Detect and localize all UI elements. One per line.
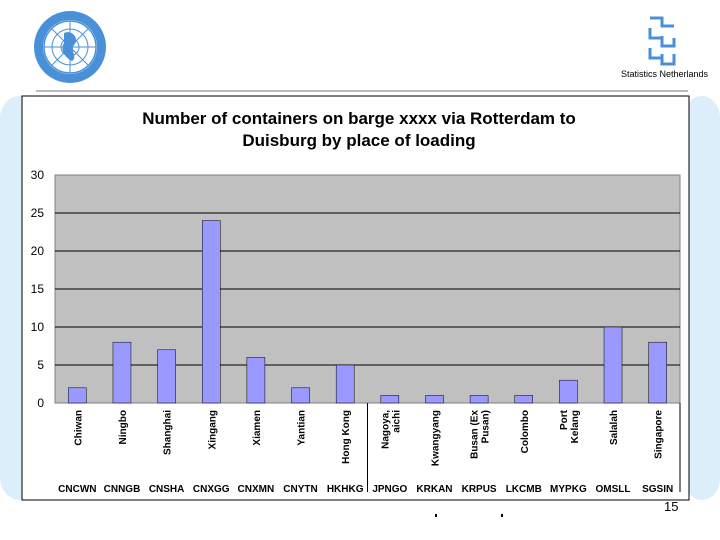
category-label: Chiwan (73, 410, 84, 446)
un-emblem-icon (34, 11, 106, 83)
cbs-logo-icon (648, 16, 676, 66)
category-label: Yantian (297, 410, 308, 446)
location-code: SGSIN (642, 484, 673, 495)
bar (335, 364, 355, 404)
location-code: OMSLL (596, 484, 631, 495)
category-label: Xingang (207, 410, 218, 449)
location-code: KRPUS (462, 484, 497, 495)
category-label-line: Nagoya, (380, 410, 391, 449)
category-label: Busan (Ex Pusan) (470, 410, 492, 459)
page-number: 15 (664, 499, 679, 514)
y-axis: 0 5 10 15 20 25 30 (31, 168, 45, 410)
category-label-line: Port (559, 409, 570, 430)
bar (425, 395, 444, 404)
location-code: MYPKG (550, 484, 587, 495)
y-tick-label: 25 (31, 206, 45, 220)
category-label: Hong Kong (341, 410, 352, 464)
category-label: Kwangyang (430, 410, 441, 466)
location-code: CNXMN (238, 484, 275, 495)
category-label: Nagoya, aichi (380, 410, 402, 449)
location-code: KRKAN (416, 484, 452, 495)
category-label-line: Colombo (520, 410, 531, 453)
y-tick-label: 20 (31, 244, 45, 258)
bar (469, 395, 489, 404)
category-label-line: Ningbo (118, 410, 129, 444)
category-label-line: Shanghai (163, 410, 174, 455)
category-label-line: Xiamen (252, 410, 263, 446)
bar (559, 379, 578, 404)
category-label: Singapore (654, 410, 665, 459)
category-label-line: Kwangyang (430, 410, 441, 466)
category-label: Port Kelang (559, 409, 581, 443)
bar (246, 357, 266, 404)
bar (514, 395, 533, 404)
y-tick-label: 15 (31, 282, 45, 296)
location-code: CNNGB (104, 484, 141, 495)
y-tick-label: 5 (37, 358, 44, 372)
category-label-line: Singapore (654, 410, 665, 459)
category-label: Colombo (520, 410, 531, 453)
y-tick-label: 30 (31, 168, 45, 182)
category-label-line: Hong Kong (341, 410, 352, 464)
y-tick-label: 10 (31, 320, 45, 334)
location-code: CNYTN (283, 484, 317, 495)
bar (380, 395, 400, 404)
location-code: CNSHA (149, 484, 185, 495)
right-side-panel (684, 96, 720, 500)
location-code: CNXGG (193, 484, 230, 495)
category-label: Shanghai (163, 410, 174, 455)
organization-name: Statistics Netherlands (620, 69, 708, 79)
location-code: LKCMB (506, 484, 542, 495)
y-tick-label: 0 (37, 396, 44, 410)
category-label-line: Pusan) (481, 410, 492, 443)
category-label-line: Chiwan (73, 410, 84, 446)
category-label-line: Kelang (570, 410, 581, 443)
bar (648, 341, 667, 404)
bar (112, 341, 132, 404)
category-label: Xiamen (252, 410, 263, 446)
location-code: HKHKG (327, 484, 364, 495)
x-axis-categories: Chiwan Ningbo Shanghai Xingang Xiamen Yantian… (73, 409, 664, 466)
chart-title-line-2: Duisburg by place of loading (242, 131, 475, 150)
category-label-line: Busan (Ex (470, 410, 481, 459)
footer-mark (501, 514, 503, 517)
footer-mark (435, 514, 437, 517)
bar (68, 387, 87, 404)
category-label-line: Yantian (297, 410, 308, 446)
bars (68, 220, 667, 404)
bar (291, 387, 310, 404)
category-label-line: Salalah (609, 410, 620, 445)
x-axis-codes: CNCWN CNNGB CNSHA CNXGG CNXMN CNYTN HKHKG JPNGO… (58, 403, 681, 495)
bar (202, 220, 221, 404)
location-code: CNCWN (58, 484, 96, 495)
bar (603, 326, 623, 404)
location-code: JPNGO (372, 484, 407, 495)
bar (157, 349, 176, 404)
chart: Number of containers on barge xxxx via R… (21, 95, 690, 501)
category-label: Ningbo (118, 410, 129, 444)
category-label-line: Xingang (207, 410, 218, 449)
category-label: Salalah (609, 410, 620, 445)
category-label-line: aichi (391, 410, 402, 433)
chart-title-line-1: Number of containers on barge xxxx via R… (142, 109, 576, 128)
